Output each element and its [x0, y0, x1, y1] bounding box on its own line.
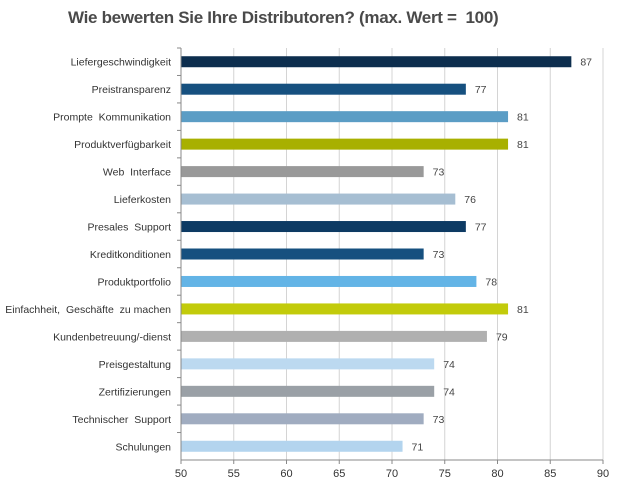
bar — [181, 330, 487, 342]
category-label: Prompte Kommunikation — [53, 112, 171, 124]
bar — [181, 138, 509, 150]
category-label: Presales Support — [88, 222, 172, 234]
bar — [181, 413, 424, 425]
value-label: 77 — [475, 84, 487, 96]
value-label: 74 — [443, 359, 455, 371]
bar — [181, 275, 477, 287]
bar — [181, 221, 466, 233]
bars — [181, 56, 572, 452]
bar — [181, 303, 509, 315]
category-label: Einfachheit, Geschäfte zu machen — [5, 304, 171, 316]
x-tick-label: 85 — [544, 468, 556, 480]
x-tick-label: 80 — [491, 468, 503, 480]
category-label: Kreditkonditionen — [90, 249, 171, 261]
value-label: 74 — [443, 386, 455, 398]
x-tick-label: 75 — [439, 468, 451, 480]
x-tick-label: 60 — [280, 468, 292, 480]
category-label: Lieferkosten — [114, 194, 171, 206]
value-label: 81 — [517, 112, 529, 124]
value-label: 76 — [464, 194, 476, 206]
x-tick-label: 70 — [386, 468, 398, 480]
category-label: Produktverfügbarkeit — [74, 139, 171, 151]
value-label: 78 — [485, 276, 497, 288]
bar — [181, 440, 403, 452]
value-label: 81 — [517, 139, 529, 151]
category-label: Produktportfolio — [97, 276, 171, 288]
value-label: 71 — [412, 441, 424, 453]
bar — [181, 83, 466, 95]
x-tick-label: 65 — [333, 468, 345, 480]
category-label: Technischer Support — [72, 414, 171, 426]
x-axis: 50 55 60 65 70 75 80 85 90 — [175, 47, 609, 480]
bar — [181, 385, 435, 397]
category-label: Schulungen — [116, 441, 172, 453]
bar — [181, 166, 424, 178]
category-labels: Liefergeschwindigkeit Preistransparenz Pro… — [5, 57, 171, 454]
category-label: Preisgestaltung — [99, 359, 172, 371]
value-label: 73 — [433, 249, 445, 261]
value-label: 73 — [433, 414, 445, 426]
bar — [181, 358, 435, 370]
value-label: 77 — [475, 222, 487, 234]
value-label: 87 — [580, 57, 592, 69]
bar — [181, 56, 572, 68]
value-label: 79 — [496, 331, 508, 343]
category-label: Kundenbetreuung/-dienst — [53, 331, 171, 343]
category-label: Preistransparenz — [92, 84, 171, 96]
x-tick-label: 55 — [228, 468, 240, 480]
chart-title: Wie bewerten Sie Ihre Distributoren? (ma… — [68, 8, 499, 27]
value-label: 81 — [517, 304, 529, 316]
bar — [181, 111, 509, 123]
x-tick-label: 90 — [597, 468, 609, 480]
bar — [181, 248, 424, 260]
category-label: Zertifizierungen — [99, 386, 172, 398]
value-labels: 87 77 81 81 73 76 77 73 78 81 79 74 74 73 71 — [412, 57, 593, 454]
x-tick-label: 50 — [175, 468, 187, 480]
bar — [181, 193, 456, 205]
category-label: Liefergeschwindigkeit — [71, 57, 171, 69]
category-label: Web Interface — [103, 167, 171, 179]
value-label: 73 — [433, 167, 445, 179]
